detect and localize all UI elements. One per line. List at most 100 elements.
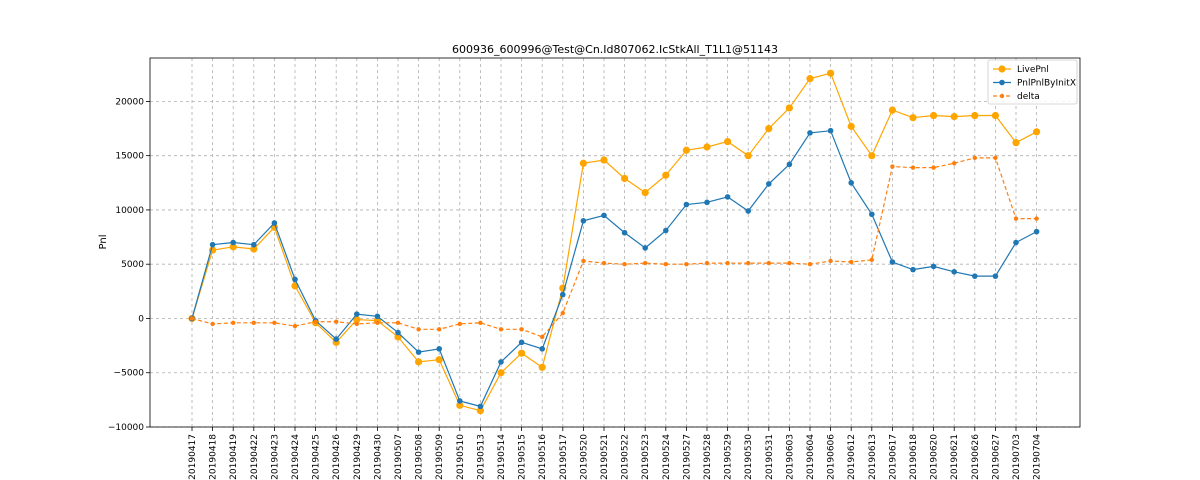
- series-point-pnlpnlbyinitx: [848, 180, 854, 186]
- series-point-livepnl: [394, 333, 402, 341]
- series-point-pnlpnlbyinitx: [292, 276, 298, 283]
- series-point-livepnl: [435, 356, 443, 364]
- series-line-delta: [191, 157, 1037, 338]
- series-point-delta: [457, 321, 462, 327]
- series-point-delta: [478, 320, 483, 326]
- x-ticks-group: 20190417 20190418 20190419 20190422 20190423…: [188, 427, 1043, 480]
- x-tick-label: 20190617: [888, 434, 898, 480]
- series-point-livepnl: [909, 114, 917, 122]
- series-point-livepnl: [682, 146, 691, 154]
- series-point-pnlpnlbyinitx: [415, 349, 422, 355]
- series-point-delta: [601, 260, 607, 266]
- series-point-pnlpnlbyinitx: [395, 329, 401, 336]
- x-tick-label: 20190531: [765, 434, 775, 480]
- x-tick-label: 20190422: [250, 434, 260, 480]
- series-point-pnlpnlbyinitx: [539, 346, 545, 352]
- series-point-pnlpnlbyinitx: [951, 269, 957, 275]
- series-point-delta: [787, 260, 792, 266]
- series-point-delta: [292, 323, 298, 329]
- series-point-pnlpnlbyinitx: [807, 130, 813, 136]
- x-tick-label: 20190604: [806, 434, 816, 480]
- chart-title: 600936_600996@Test@Cn.Id807062.IcStkAll_…: [452, 43, 778, 56]
- series-point-pnlpnlbyinitx: [827, 127, 834, 134]
- series-point-livepnl: [744, 152, 752, 160]
- series-point-livepnl: [641, 188, 649, 197]
- series-point-livepnl: [930, 111, 938, 120]
- x-tick-label: 20190529: [724, 434, 734, 480]
- x-tick-label: 20190527: [682, 434, 692, 480]
- series-point-livepnl: [724, 137, 732, 146]
- series-point-pnlpnlbyinitx: [745, 208, 751, 214]
- legend-label-delta: delta: [1017, 92, 1040, 102]
- y-axis-label: Pnl: [98, 235, 109, 250]
- series-point-pnlpnlbyinitx: [1013, 239, 1019, 246]
- x-tick-label: 20190417: [188, 434, 198, 480]
- legend-marker-livepnl: [998, 65, 1006, 73]
- series-point-delta: [1034, 216, 1039, 221]
- legend-label-livepnl: LivePnl: [1017, 65, 1049, 75]
- legend: LivePnl PnlPnlByInitX delta: [987, 59, 1078, 105]
- x-tick-label: 20190513: [476, 434, 486, 480]
- series-point-pnlpnlbyinitx: [683, 201, 690, 208]
- x-tick-label: 20190423: [270, 434, 280, 480]
- x-tick-label: 20190626: [971, 434, 981, 480]
- series-point-pnlpnlbyinitx: [621, 229, 628, 236]
- series-point-livepnl: [518, 349, 526, 357]
- series-point-livepnl: [621, 174, 629, 183]
- plot-frame: [149, 57, 1081, 428]
- x-tick-label: 20190424: [291, 434, 301, 480]
- series-point-delta: [746, 260, 751, 266]
- x-tick-label: 20190509: [435, 434, 445, 480]
- series-point-delta: [581, 258, 586, 264]
- x-tick-label: 20190613: [868, 434, 878, 480]
- series-point-livepnl: [991, 111, 1000, 120]
- series-point-delta: [910, 165, 916, 170]
- series-point-delta: [684, 262, 689, 267]
- y-tick-label: −5000: [114, 369, 145, 379]
- series-point-delta: [869, 257, 874, 263]
- series-point-pnlpnlbyinitx: [354, 311, 360, 317]
- x-tick-label: 20190426: [332, 434, 342, 480]
- series-point-pnlpnlbyinitx: [271, 220, 278, 226]
- series-point-pnlpnlbyinitx: [477, 403, 484, 410]
- y-tick-label: 15000: [115, 152, 144, 162]
- series-point-delta: [498, 327, 504, 332]
- series-point-delta: [437, 327, 442, 332]
- series-point-pnlpnlbyinitx: [498, 359, 504, 365]
- series-point-pnlpnlbyinitx: [992, 273, 999, 279]
- x-tick-label: 20190514: [497, 434, 507, 480]
- series-point-pnlpnlbyinitx: [972, 273, 978, 279]
- series-point-livepnl: [662, 171, 670, 179]
- y-tick-label: 10000: [115, 206, 144, 216]
- x-tick-label: 20190621: [950, 434, 960, 480]
- legend-label-pnlpnlbyinitx: PnlPnlByInitX: [1017, 79, 1076, 89]
- series-line-livepnl: [191, 72, 1037, 412]
- x-tick-label: 20190603: [785, 434, 795, 480]
- x-tick-label: 20190507: [394, 434, 404, 480]
- series-point-pnlpnlbyinitx: [930, 263, 937, 270]
- series-group: [188, 69, 1041, 415]
- series-point-delta: [395, 320, 401, 326]
- series-point-delta: [622, 262, 627, 267]
- x-tick-label: 20190520: [579, 434, 589, 480]
- series-point-delta: [849, 259, 854, 265]
- x-tick-label: 20190606: [827, 434, 837, 480]
- series-point-delta: [766, 260, 771, 266]
- series-point-livepnl: [538, 363, 546, 371]
- x-tick-label: 20190627: [991, 434, 1001, 480]
- series-point-delta: [272, 320, 277, 326]
- x-tick-label: 20190612: [847, 434, 857, 480]
- x-tick-label: 20190521: [600, 434, 610, 480]
- series-point-livepnl: [579, 159, 588, 167]
- series-point-pnlpnlbyinitx: [436, 346, 443, 352]
- series-point-delta: [519, 327, 524, 332]
- series-point-livepnl: [765, 124, 773, 133]
- series-point-delta: [643, 260, 648, 266]
- series-point-delta: [807, 262, 813, 267]
- series-point-livepnl: [827, 69, 835, 77]
- grid-group: [150, 58, 1080, 428]
- series-point-delta: [828, 258, 833, 264]
- series-point-delta: [972, 155, 977, 161]
- series-point-delta: [540, 334, 545, 340]
